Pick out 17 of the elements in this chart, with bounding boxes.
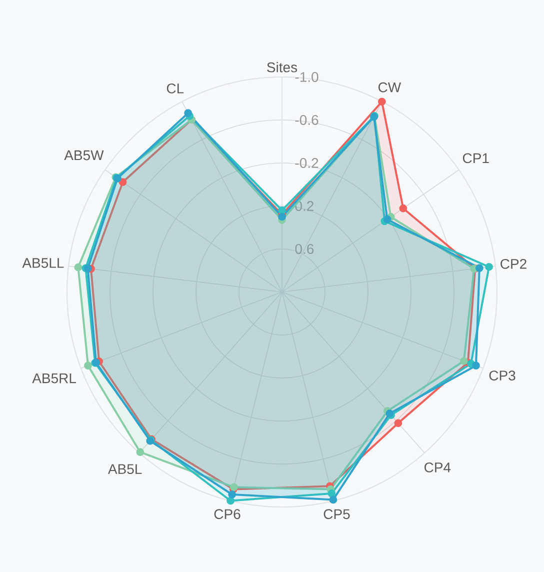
spoke-label: Sites [267, 62, 298, 72]
spoke-label: AB5LL [22, 258, 64, 268]
y-tick-label: -0.2 [295, 158, 318, 168]
spoke-label: CP6 [214, 509, 240, 520]
spoke-label: CW [378, 82, 402, 92]
y-tick-label: -1.0 [295, 72, 318, 82]
y-tick-label: 0.6 [295, 244, 314, 254]
spoke-label: AB5W [64, 150, 104, 160]
spoke-label: CP2 [500, 258, 526, 269]
y-tick-label: -0.6 [295, 115, 318, 125]
spoke-label: CP5 [324, 509, 350, 520]
spoke-label: CP3 [489, 370, 516, 380]
spoke-label: CL [166, 83, 184, 94]
spoke-label: CP4 [424, 462, 451, 472]
spoke-label: AB5RL [32, 373, 76, 384]
spoke-label: CP1 [462, 153, 489, 164]
spoke-label: AB5L [108, 464, 142, 474]
